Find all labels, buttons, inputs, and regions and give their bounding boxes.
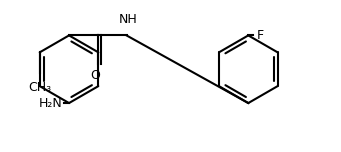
Text: NH: NH bbox=[119, 13, 138, 26]
Text: CH₃: CH₃ bbox=[28, 81, 51, 94]
Text: F: F bbox=[257, 29, 264, 42]
Text: O: O bbox=[90, 69, 100, 82]
Text: H₂N: H₂N bbox=[39, 97, 62, 110]
